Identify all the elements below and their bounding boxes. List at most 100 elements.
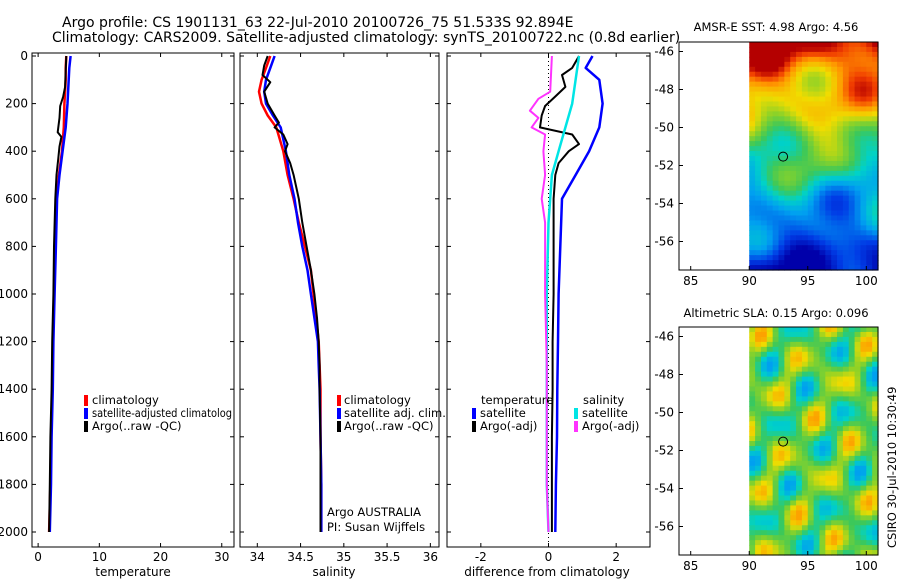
field-cell	[766, 500, 774, 507]
field-cell	[837, 386, 844, 393]
field-cell	[831, 121, 838, 127]
field-cell	[813, 450, 821, 457]
field-cell	[755, 180, 762, 187]
field-cell	[854, 505, 862, 511]
field-cell	[790, 351, 797, 358]
field-cell	[784, 445, 791, 452]
field-cell	[796, 101, 803, 108]
field-cell	[755, 450, 762, 457]
field-cell	[801, 210, 809, 217]
field-cell	[778, 220, 785, 226]
field-cell	[825, 160, 832, 167]
field-cell	[854, 485, 862, 492]
field-cell	[760, 505, 768, 511]
field-cell	[813, 86, 821, 93]
field-cell	[819, 535, 826, 541]
field-cell	[837, 235, 844, 241]
field-cell	[866, 51, 873, 58]
field-cell	[872, 535, 879, 541]
field-cell	[784, 535, 791, 541]
field-cell	[807, 160, 815, 167]
field-cell	[772, 336, 780, 343]
temperature-x-ticks: 0 10 20 30	[34, 53, 229, 564]
field-cell	[784, 245, 791, 251]
field-cell	[801, 165, 809, 172]
field-cell	[866, 500, 873, 507]
salinity-legend: climatology satellite adj. clim. Argo(..…	[337, 393, 446, 433]
field-cell	[801, 51, 809, 58]
field-cell	[790, 220, 797, 226]
field-cell	[760, 545, 768, 551]
sst-map-title: AMSR-E SST: 4.98 Argo: 4.56	[694, 20, 859, 34]
field-cell	[772, 416, 780, 422]
field-cell	[837, 76, 844, 83]
field-cell	[796, 255, 803, 261]
field-cell	[796, 245, 803, 251]
field-cell	[807, 56, 815, 63]
field-cell	[772, 515, 780, 521]
field-cell	[860, 61, 867, 68]
field-cell	[860, 445, 867, 452]
field-cell	[790, 265, 797, 271]
field-cell	[760, 371, 768, 378]
field-cell	[772, 265, 780, 271]
field-cell	[848, 450, 856, 457]
field-cell	[825, 535, 832, 541]
x-tick-label: 10	[92, 550, 107, 564]
field-cell	[854, 61, 862, 68]
field-cell	[784, 431, 791, 437]
field-cell	[848, 96, 856, 103]
field-cell	[778, 525, 785, 531]
field-cell	[801, 101, 809, 108]
field-cell	[842, 386, 850, 393]
field-cell	[778, 81, 785, 88]
field-cell	[760, 426, 768, 432]
field-cell	[760, 495, 768, 502]
field-cell	[813, 170, 821, 177]
field-cell	[778, 255, 785, 261]
field-cell	[872, 396, 879, 402]
field-cell	[755, 520, 762, 526]
field-cell	[848, 185, 856, 192]
field-cell	[749, 265, 756, 271]
field-cell	[831, 416, 838, 422]
field-cell	[778, 346, 785, 353]
temperature-plot-frame	[31, 52, 235, 548]
field-cell	[860, 510, 867, 516]
legend-label-satellite-adj: satellite adj. clim.	[344, 406, 446, 420]
field-cell	[796, 505, 803, 511]
field-cell	[778, 200, 785, 207]
field-cell	[819, 101, 826, 108]
field-cell	[854, 386, 862, 393]
field-cell	[866, 56, 873, 63]
field-cell	[755, 146, 762, 152]
field-cell	[801, 42, 809, 48]
field-cell	[860, 535, 867, 541]
field-cell	[837, 450, 844, 457]
field-cell	[872, 230, 879, 236]
field-cell	[831, 165, 838, 172]
field-cell	[755, 185, 762, 192]
field-cell	[860, 101, 867, 108]
field-cell	[790, 71, 797, 78]
field-cell	[790, 530, 797, 536]
field-cell	[813, 121, 821, 127]
depth-tick-label: 400	[5, 144, 28, 158]
field-cell	[860, 336, 867, 343]
field-cell	[784, 240, 791, 246]
lon-tick-label: 85	[683, 274, 698, 288]
field-cell	[854, 175, 862, 182]
field-cell	[807, 165, 815, 172]
field-cell	[866, 436, 873, 442]
field-cell	[825, 327, 832, 333]
field-cell	[848, 411, 856, 417]
field-cell	[842, 426, 850, 432]
sla-map-lon-ticks: 85 90 95 100	[683, 551, 878, 573]
field-cell	[784, 46, 791, 53]
field-cell	[866, 455, 873, 462]
field-cell	[866, 265, 873, 271]
field-cell	[807, 170, 815, 177]
field-cell	[760, 421, 768, 427]
field-cell	[755, 200, 762, 207]
field-cell	[790, 240, 797, 246]
